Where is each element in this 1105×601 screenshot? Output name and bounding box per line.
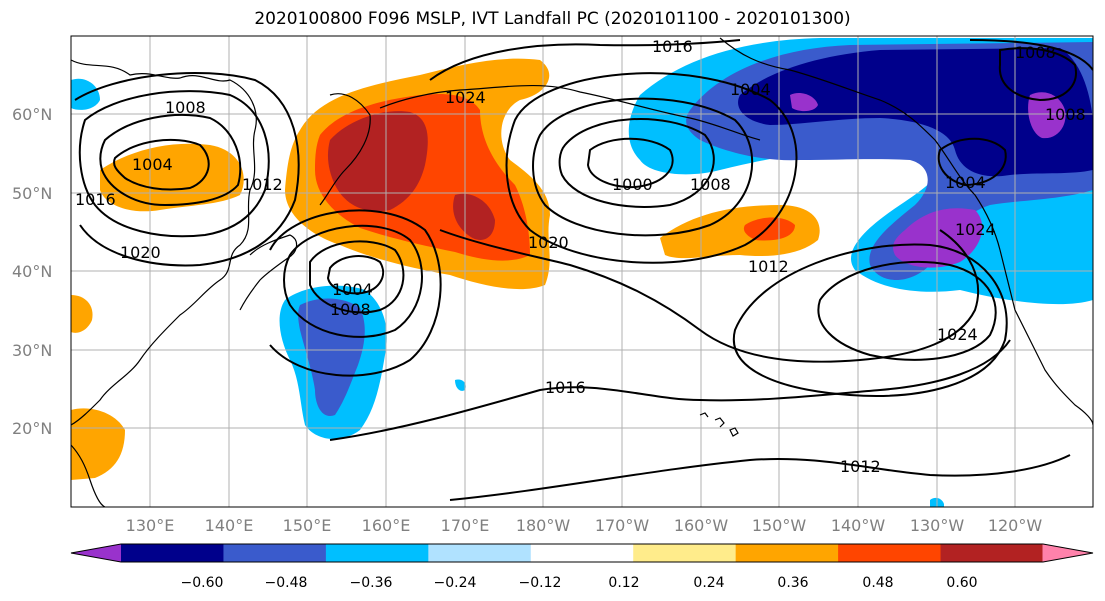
colorbar-swatch — [428, 544, 532, 562]
contour-label: 1004 — [132, 155, 173, 174]
lon-tick-label: 140°E — [205, 516, 254, 535]
colorbar-swatch — [633, 544, 737, 562]
lat-tick-label: 50°N — [12, 184, 52, 203]
contour-label: 1008 — [165, 98, 206, 117]
colorbar-swatch — [223, 544, 327, 562]
mslp-contours — [74, 39, 1093, 501]
colorbar — [70, 543, 1094, 563]
colorbar-swatch — [1042, 544, 1093, 562]
colorbar-label: 0.12 — [608, 575, 639, 591]
positive-anomaly-w-pacific — [71, 58, 820, 480]
latitude-labels: 60°N 50°N 40°N 30°N 20°N — [12, 105, 52, 438]
contour-label: 1000 — [612, 175, 653, 194]
contour-label: 1012 — [748, 257, 789, 276]
colorbar-label: 0.36 — [777, 575, 808, 591]
colorbar-label: −0.60 — [181, 575, 224, 591]
lat-tick-label: 40°N — [12, 262, 52, 281]
colorbar-swatch — [71, 544, 122, 562]
lon-tick-label: 170°E — [441, 516, 490, 535]
contour-label: 1024 — [955, 220, 996, 239]
map-content: 1016 1008 1008 1004 1004 1000 1008 1012 … — [71, 36, 1093, 507]
contour-label: 1004 — [730, 80, 771, 99]
lon-tick-label: 140°W — [831, 516, 886, 535]
colorbar-label: −0.24 — [434, 575, 477, 591]
contour-label: 1020 — [528, 233, 569, 252]
contour-label: 1012 — [242, 175, 283, 194]
colorbar-labels: −0.60 −0.48 −0.36 −0.24 −0.12 0.12 0.24 … — [181, 575, 978, 591]
contour-label: 1008 — [330, 300, 371, 319]
colorbar-outline — [70, 543, 1094, 563]
lat-tick-label: 60°N — [12, 105, 52, 124]
negative-anomaly-ne-pacific — [628, 38, 1093, 305]
map-title: 2020100800 F096 MSLP, IVT Landfall PC (2… — [254, 9, 851, 29]
contour-label: 1004 — [332, 280, 373, 299]
lat-tick-label: 30°N — [12, 341, 52, 360]
colorbar-label: 0.24 — [693, 575, 724, 591]
contour-label: 1004 — [945, 173, 986, 192]
contour-label: 1024 — [445, 88, 486, 107]
lon-tick-label: 130°E — [126, 516, 175, 535]
contour-label: 1024 — [937, 325, 978, 344]
map-frame — [70, 35, 1094, 508]
colorbar-swatch — [325, 544, 429, 562]
negative-anomaly-central-pacific — [71, 78, 944, 507]
lon-tick-label: 130°W — [910, 516, 965, 535]
lon-tick-label: 160°E — [362, 516, 411, 535]
colorbar-label: 0.60 — [946, 575, 977, 591]
contour-label: 1016 — [652, 37, 693, 56]
lon-tick-label: 170°W — [595, 516, 650, 535]
colorbar-swatch — [838, 544, 942, 562]
lon-tick-label: 180°W — [516, 516, 571, 535]
colorbar-label: −0.36 — [350, 575, 393, 591]
lon-tick-label: 160°W — [674, 516, 729, 535]
contour-label: 1016 — [75, 190, 116, 209]
contour-labels: 1016 1008 1008 1004 1004 1000 1008 1012 … — [75, 37, 1086, 476]
lon-tick-label: 120°W — [988, 516, 1043, 535]
colorbar-swatch — [940, 544, 1044, 562]
contour-label: 1012 — [840, 457, 881, 476]
colorbar-swatch — [121, 544, 224, 562]
longitude-labels: 130°E 140°E 150°E 160°E 170°E 180°W 170°… — [126, 516, 1043, 535]
colorbar-swatch — [735, 544, 839, 562]
colorbar-label: −0.12 — [519, 575, 562, 591]
lon-tick-label: 150°E — [283, 516, 332, 535]
contour-label: 1020 — [120, 243, 161, 262]
contour-label: 1008 — [690, 175, 731, 194]
colorbar-label: −0.48 — [265, 575, 308, 591]
lon-tick-label: 150°W — [752, 516, 807, 535]
lat-tick-label: 20°N — [12, 419, 52, 438]
contour-label: 1016 — [545, 378, 586, 397]
coastlines — [71, 37, 1093, 507]
contour-label: 1008 — [1015, 43, 1056, 62]
colorbar-swatch — [530, 544, 634, 562]
colorbar-label: 0.48 — [862, 575, 893, 591]
contour-label: 1008 — [1045, 105, 1086, 124]
